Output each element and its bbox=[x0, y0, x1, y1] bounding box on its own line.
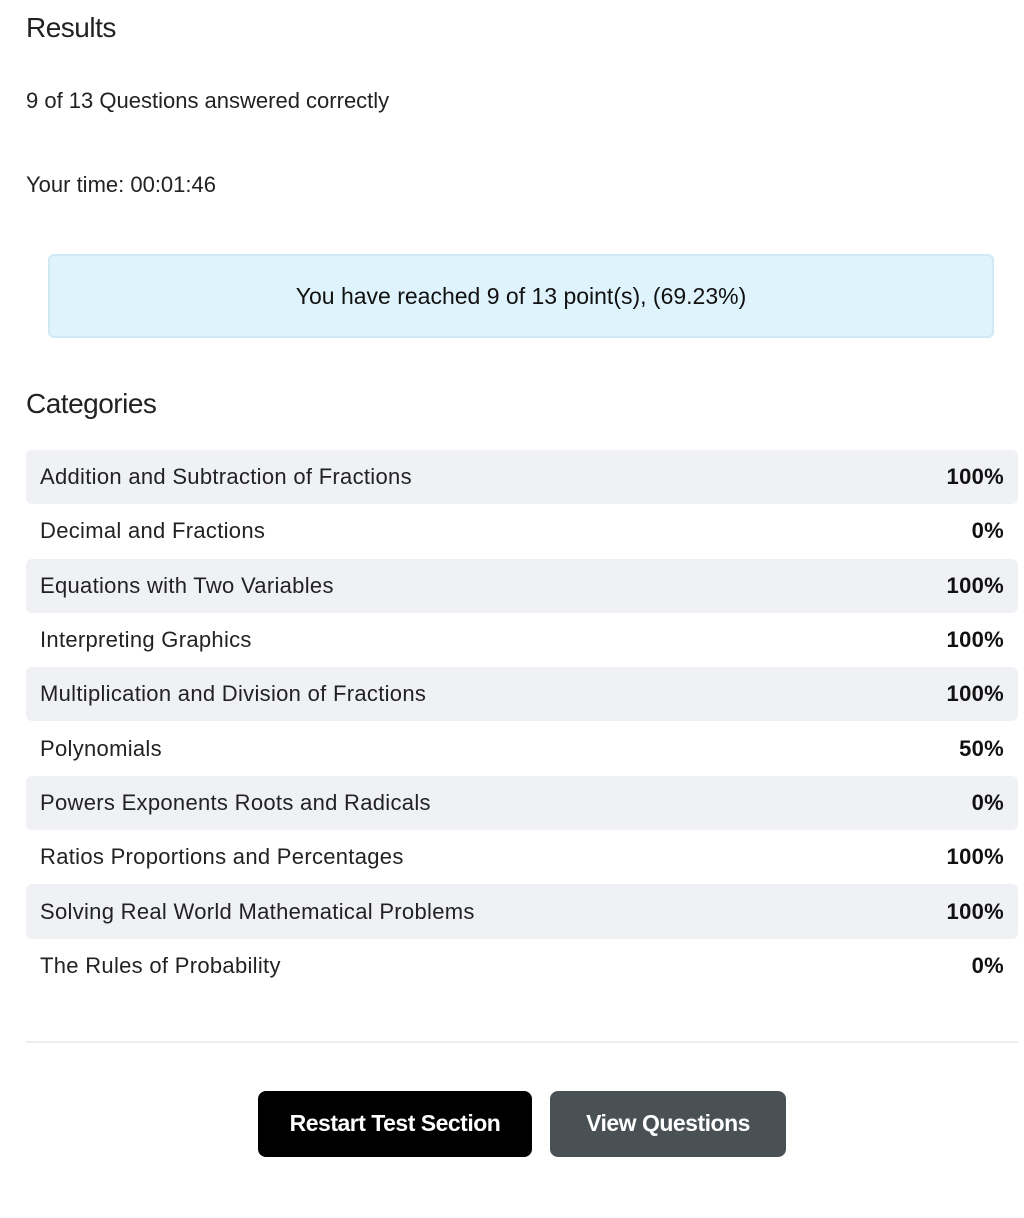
category-name: Polynomials bbox=[40, 735, 162, 761]
category-row: Interpreting Graphics 100% bbox=[26, 613, 1018, 667]
category-row: Polynomials 50% bbox=[26, 721, 1018, 775]
category-score: 100% bbox=[946, 572, 1004, 598]
category-row: Addition and Subtraction of Fractions 100… bbox=[26, 450, 1018, 505]
category-row: Ratios Proportions and Percentages 100% bbox=[26, 830, 1018, 884]
summary: 9 of 13 Questions answered correctly bbox=[26, 88, 390, 113]
category-score: 0% bbox=[971, 952, 1004, 978]
category-name: Addition and Subtraction of Fractions bbox=[40, 464, 412, 490]
category-row: Equations with Two Variables 100% bbox=[26, 558, 1018, 613]
category-name: Multiplication and Division of Fractions bbox=[40, 681, 427, 707]
category-name: Ratios Proportions and Percentages bbox=[40, 844, 404, 870]
category-name: Interpreting Graphics bbox=[40, 627, 252, 653]
category-score: 100% bbox=[946, 627, 1004, 653]
category-name: The Rules of Probability bbox=[40, 952, 281, 978]
results: Results 9 of 13 Questions answered corre… bbox=[26, 12, 1018, 1157]
points-box: You have reached 9 of 13 point(s), (69.2… bbox=[48, 254, 994, 338]
category-score: 100% bbox=[946, 681, 1004, 707]
category-row: Multiplication and Division of Fractions… bbox=[26, 667, 1018, 722]
divider bbox=[26, 1040, 1018, 1043]
view-button[interactable]: View Questions bbox=[550, 1090, 786, 1157]
category-row: Decimal and Fractions 0% bbox=[26, 504, 1018, 558]
category-list: Addition and Subtraction of Fractions 100… bbox=[26, 450, 1018, 993]
results-title: Results bbox=[26, 12, 116, 43]
category-score: 0% bbox=[971, 789, 1004, 815]
category-row: The Rules of Probability 0% bbox=[26, 939, 1018, 993]
category-score: 50% bbox=[959, 735, 1004, 761]
category-row: Solving Real World Mathematical Problems… bbox=[26, 884, 1018, 939]
category-score: 100% bbox=[946, 898, 1004, 924]
category-score: 100% bbox=[946, 464, 1004, 490]
categories-title: Categories bbox=[26, 388, 157, 419]
buttons: Restart Test Section View Questions bbox=[26, 1090, 1018, 1157]
category-row: Powers Exponents Roots and Radicals 0% bbox=[26, 775, 1018, 831]
category-name: Decimal and Fractions bbox=[40, 518, 266, 544]
category-name: Solving Real World Mathematical Problems bbox=[40, 898, 475, 924]
restart-button[interactable]: Restart Test Section bbox=[258, 1090, 532, 1157]
time: Your time: 00:01:46 bbox=[26, 172, 216, 197]
category-score: 100% bbox=[946, 844, 1004, 870]
category-score: 0% bbox=[971, 518, 1004, 544]
category-name: Equations with Two Variables bbox=[40, 572, 334, 598]
category-name: Powers Exponents Roots and Radicals bbox=[40, 789, 431, 815]
